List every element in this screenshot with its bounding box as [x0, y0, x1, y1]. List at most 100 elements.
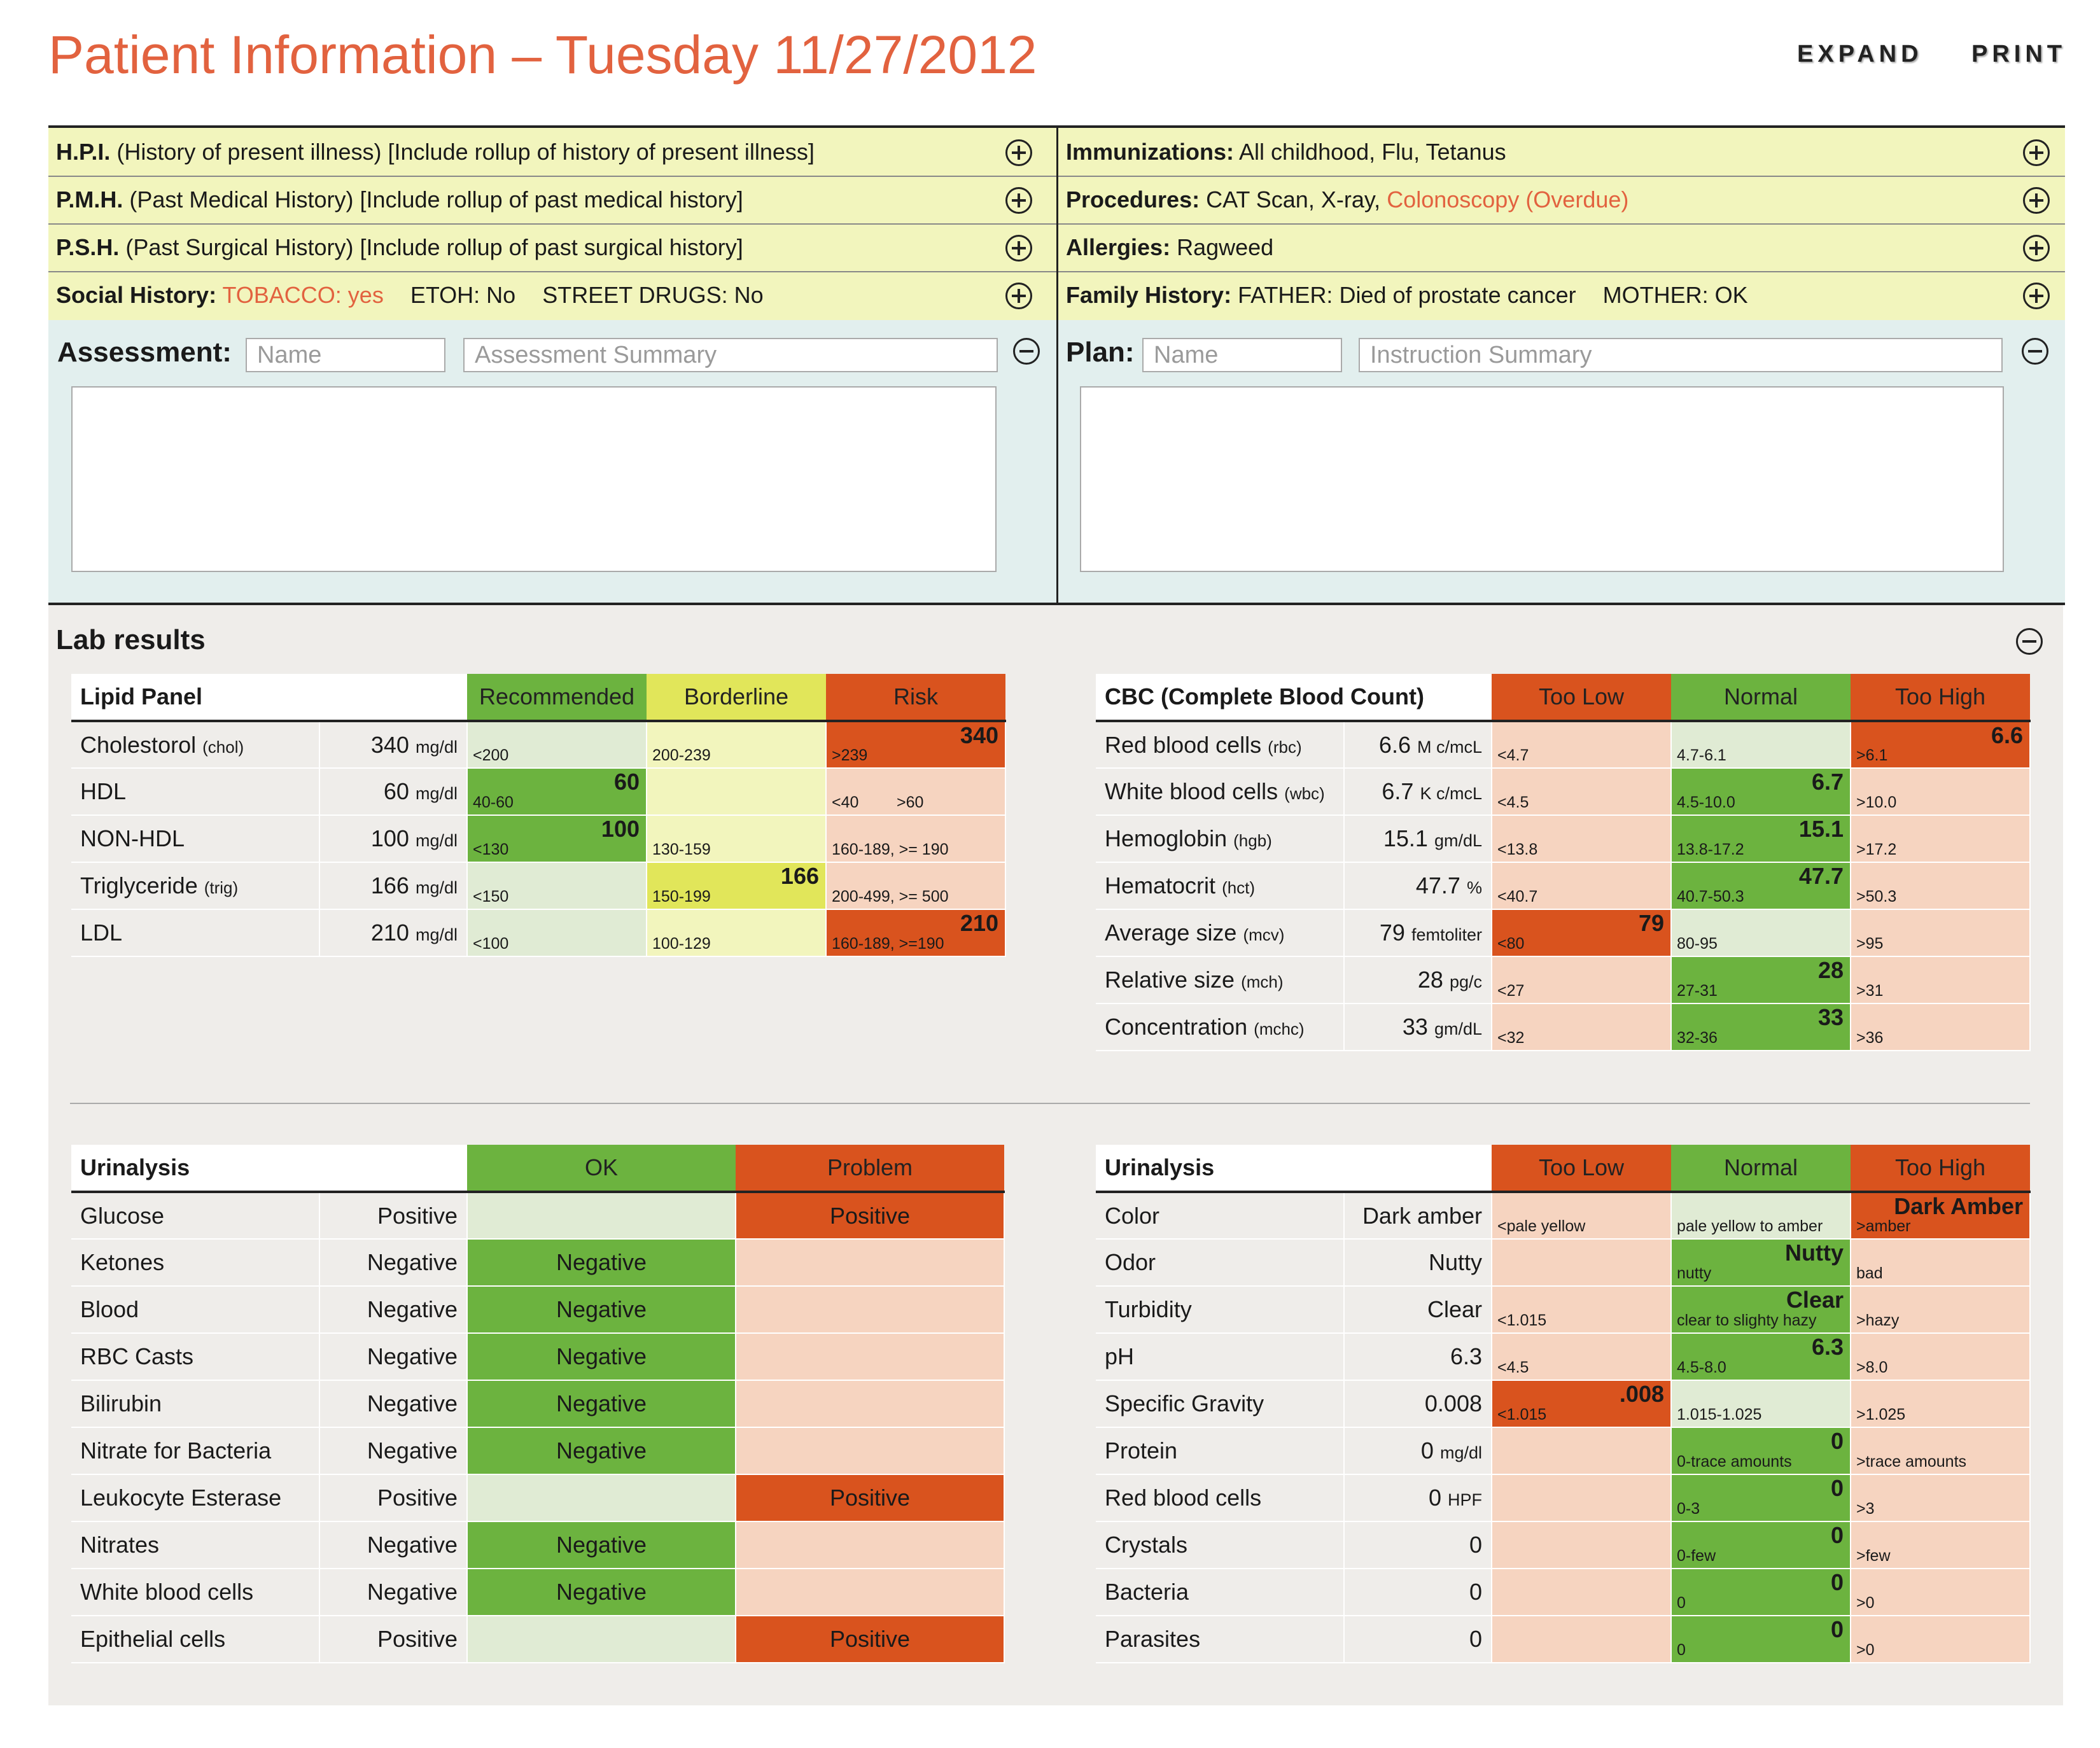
- urinalysis2-range-cell: >3: [1851, 1474, 2031, 1522]
- cbc-test-value: 28 pg/c: [1344, 956, 1492, 1004]
- urinalysis2-range-cell: 0-few 0: [1671, 1521, 1851, 1569]
- lipid-value-text: 166: [370, 872, 409, 898]
- urinalysis2-test-name: Parasites: [1096, 1616, 1345, 1663]
- lipid-test-label: NON-HDL: [80, 825, 185, 851]
- urinalysis1-result: Positive: [829, 1202, 911, 1229]
- assessment-notes-textarea[interactable]: [71, 386, 997, 572]
- etoh-status: ETOH: No: [410, 282, 516, 308]
- cbc-test-label: Average size: [1105, 919, 1237, 946]
- psh-row[interactable]: P.S.H. (Past Surgical History) [Include …: [48, 223, 1056, 272]
- urinalysis1-test-label: Ketones: [80, 1249, 165, 1275]
- urinalysis2-result: 0: [1830, 1428, 1844, 1454]
- cbc-value-text: 6.6: [1378, 731, 1411, 758]
- collapse-plan-icon[interactable]: [2022, 338, 2048, 365]
- cbc-value-text: 6.7: [1382, 778, 1414, 804]
- urinalysis2-result: 6.3: [1811, 1334, 1844, 1360]
- section-divider: [70, 1103, 2030, 1104]
- expand-pmh-icon[interactable]: [1005, 187, 1032, 214]
- lipid-test-name: Cholestorol (chol): [71, 721, 320, 769]
- lipid-test-label: Triglyceride: [80, 872, 198, 898]
- urinalysis1-result: Positive: [829, 1626, 911, 1652]
- pmh-row[interactable]: P.M.H. (Past Medical History) [Include r…: [48, 176, 1056, 225]
- lipid-title: Lipid Panel: [71, 674, 467, 722]
- urinalysis2-range-text: >8.0: [1856, 1359, 1888, 1376]
- cbc-range-text: 13.8-17.2: [1677, 841, 1744, 858]
- print-button[interactable]: PRINT: [1971, 41, 2066, 67]
- collapse-lab-results-icon[interactable]: [2016, 628, 2043, 655]
- cbc-range-text: 40.7-50.3: [1677, 888, 1744, 905]
- procedures-row[interactable]: Procedures: CAT Scan, X-ray, Colonoscopy…: [1058, 176, 2065, 225]
- cbc-test-abbr: (mchc): [1254, 1019, 1305, 1038]
- cbc-table: CBC (Complete Blood Count) Too Low Normal T…: [1096, 674, 2031, 1051]
- plan-instruction-input[interactable]: [1359, 338, 2003, 372]
- urinalysis1-result: Negative: [556, 1249, 647, 1275]
- urinalysis1-row: Blood Negative Negative: [71, 1286, 1005, 1334]
- urinalysis2-result: Nutty: [1785, 1240, 1844, 1266]
- urinalysis2-range-cell: >1.025: [1851, 1380, 2031, 1428]
- assessment-summary-input[interactable]: [463, 338, 998, 372]
- hpi-row[interactable]: H.P.I. (History of present illness) [Inc…: [48, 128, 1056, 177]
- urinalysis2-row: Turbidity Clear <1.015 clear to slighty haz…: [1096, 1286, 2031, 1334]
- urinalysis2-value-text: 6.3: [1450, 1343, 1482, 1369]
- cbc-test-abbr: (mcv): [1243, 925, 1285, 944]
- expand-button[interactable]: EXPAND: [1797, 41, 1923, 67]
- procedures-label: Procedures:: [1066, 186, 1200, 213]
- urinalysis1-row: Ketones Negative Negative: [71, 1239, 1005, 1287]
- family-history-row[interactable]: Family History: FATHER: Died of prostate…: [1058, 271, 2065, 319]
- expand-hpi-icon[interactable]: [1005, 139, 1032, 166]
- urinalysis1-test-value: Negative: [319, 1333, 468, 1381]
- immunizations-row[interactable]: Immunizations: All childhood, Flu, Tetan…: [1058, 128, 2065, 177]
- urinalysis2-test-label: Turbidity: [1105, 1296, 1192, 1322]
- cbc-range-text: <80: [1497, 935, 1525, 953]
- cbc-test-name: Concentration (mchc): [1096, 1003, 1345, 1051]
- lipid-range-cell: 100-129: [647, 909, 827, 957]
- urinalysis1-row: Bilirubin Negative Negative: [71, 1380, 1005, 1428]
- allergies-row[interactable]: Allergies: Ragweed: [1058, 223, 2065, 272]
- urinalysis1-range-cell: [467, 1616, 736, 1663]
- expand-family-history-icon[interactable]: [2023, 283, 2050, 309]
- urinalysis2-range-cell: [1492, 1427, 1672, 1475]
- urinalysis2-test-name: Turbidity: [1096, 1286, 1345, 1334]
- cbc-value-text: 33: [1402, 1014, 1428, 1040]
- urinalysis1-result: Negative: [556, 1532, 647, 1558]
- expand-social-history-icon[interactable]: [1005, 283, 1032, 309]
- urinalysis1-range-cell: [736, 1333, 1005, 1381]
- urinalysis1-value-text: Positive: [377, 1485, 458, 1511]
- urinalysis2-value-text: Clear: [1427, 1296, 1482, 1322]
- lipid-range-text: <100: [473, 935, 509, 953]
- cbc-test-value: 33 gm/dL: [1344, 1003, 1492, 1051]
- expand-allergies-icon[interactable]: [2023, 235, 2050, 262]
- urinalysis2-test-name: Crystals: [1096, 1521, 1345, 1569]
- urinalysis2-range-cell: >amber Dark Amber: [1851, 1192, 2031, 1240]
- cbc-value-text: 47.7: [1415, 872, 1460, 898]
- urinalysis1-range-cell: Negative: [467, 1380, 736, 1428]
- cbc-test-abbr: (rbc): [1268, 737, 1302, 757]
- plan-notes-textarea[interactable]: [1080, 386, 2004, 572]
- expand-procedures-icon[interactable]: [2023, 187, 2050, 214]
- assessment-name-input[interactable]: [246, 338, 445, 372]
- lipid-range-text: 160-189, >=190: [832, 935, 944, 953]
- urinalysis1-row: Nitrate for Bacteria Negative Negative: [71, 1427, 1005, 1475]
- urinalysis2-range-text: 0-few: [1677, 1547, 1716, 1565]
- lipid-value-text: 210: [370, 919, 409, 946]
- cbc-test-name: White blood cells (wbc): [1096, 768, 1345, 816]
- social-history-row[interactable]: Social History: TOBACCO: yes ETOH: No STRE…: [48, 271, 1056, 319]
- cbc-range-text: 32-36: [1677, 1029, 1718, 1047]
- collapse-assessment-icon[interactable]: [1013, 338, 1040, 365]
- cbc-range-cell: <4.7: [1492, 721, 1672, 769]
- expand-psh-icon[interactable]: [1005, 235, 1032, 262]
- cbc-value-unit: M c/mcL: [1417, 737, 1482, 757]
- urinalysis2-range-cell: >0: [1851, 1616, 2031, 1663]
- lipid-range-cell: <100: [467, 909, 647, 957]
- urinalysis2-range-text: 1.015-1.025: [1677, 1406, 1762, 1423]
- plan-label: Plan:: [1066, 337, 1135, 368]
- lipid-range-text: 130-159: [652, 841, 711, 858]
- lipid-test-name: LDL: [71, 909, 320, 957]
- expand-immunizations-icon[interactable]: [2023, 139, 2050, 166]
- urinalysis2-test-value: 0.008: [1344, 1380, 1492, 1428]
- urinalysis2-range-cell: <pale yellow: [1492, 1192, 1672, 1240]
- urinalysis2-row: Red blood cells 0 HPF 0-3 0 >3: [1096, 1474, 2031, 1522]
- urinalysis2-test-name: Protein: [1096, 1427, 1345, 1475]
- plan-name-input[interactable]: [1142, 338, 1342, 372]
- urinalysis2-range-cell: <4.5: [1492, 1333, 1672, 1381]
